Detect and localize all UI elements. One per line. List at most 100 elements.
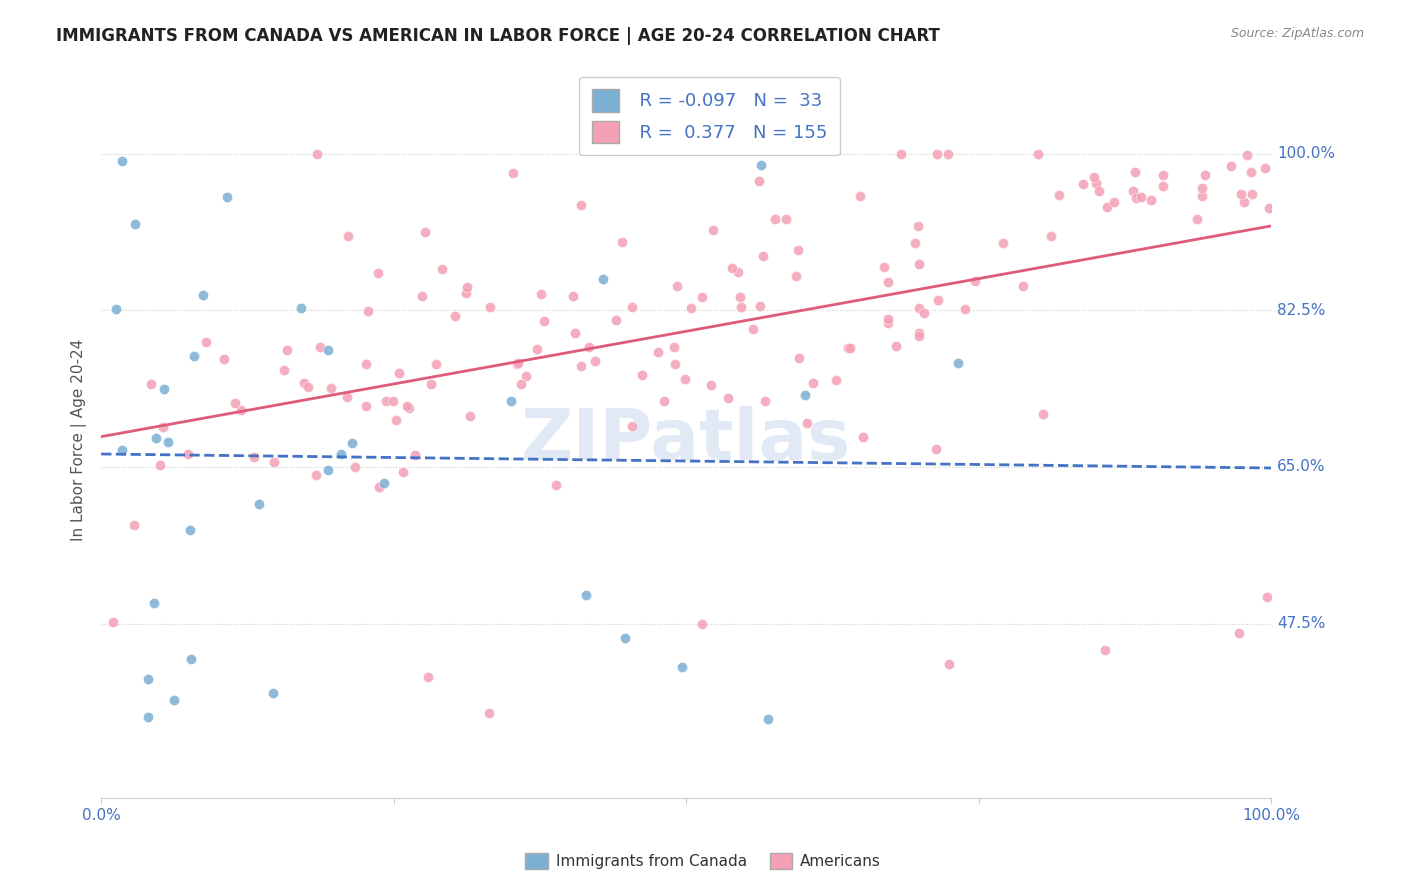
Point bbox=[789, 351, 811, 365]
Point bbox=[652, 393, 675, 408]
Point bbox=[1191, 180, 1213, 194]
Point bbox=[837, 341, 859, 355]
Point bbox=[502, 166, 524, 180]
Text: 65.0%: 65.0% bbox=[1277, 459, 1326, 475]
Point bbox=[610, 235, 633, 250]
Point bbox=[515, 369, 537, 384]
Point bbox=[742, 322, 765, 336]
Point bbox=[605, 313, 627, 327]
Point bbox=[508, 356, 530, 370]
Point bbox=[382, 393, 405, 408]
Point bbox=[1083, 169, 1105, 184]
Point bbox=[673, 372, 696, 386]
Point bbox=[927, 293, 949, 308]
Point bbox=[1122, 184, 1144, 198]
Point bbox=[1194, 168, 1216, 182]
Point bbox=[907, 326, 929, 340]
Legend: Immigrants from Canada, Americans: Immigrants from Canada, Americans bbox=[519, 847, 887, 875]
Point bbox=[620, 300, 643, 314]
Point bbox=[1233, 194, 1256, 209]
Point bbox=[938, 657, 960, 671]
Point bbox=[546, 477, 568, 491]
Point bbox=[231, 403, 253, 417]
Point bbox=[337, 229, 360, 244]
Text: ZIPatlas: ZIPatlas bbox=[522, 406, 851, 475]
Point bbox=[335, 391, 357, 405]
Point bbox=[839, 342, 862, 356]
Point bbox=[124, 218, 146, 232]
Point bbox=[411, 289, 433, 303]
Point bbox=[316, 463, 339, 477]
Point bbox=[852, 429, 875, 443]
Point bbox=[477, 706, 499, 720]
Point bbox=[1240, 165, 1263, 179]
Point bbox=[690, 616, 713, 631]
Point bbox=[1256, 591, 1278, 605]
Point bbox=[354, 357, 377, 371]
Point bbox=[243, 450, 266, 464]
Point bbox=[321, 382, 343, 396]
Point bbox=[430, 261, 453, 276]
Point bbox=[748, 299, 770, 313]
Point bbox=[149, 458, 172, 473]
Point bbox=[247, 497, 270, 511]
Point bbox=[152, 420, 174, 434]
Point bbox=[946, 356, 969, 370]
Point bbox=[1227, 626, 1250, 640]
Y-axis label: In Labor Force | Age 20-24: In Labor Force | Age 20-24 bbox=[72, 339, 87, 541]
Point bbox=[444, 309, 467, 323]
Point bbox=[297, 379, 319, 393]
Point bbox=[479, 301, 502, 315]
Point bbox=[1241, 187, 1264, 202]
Point bbox=[162, 693, 184, 707]
Point bbox=[717, 391, 740, 405]
Point bbox=[578, 340, 600, 354]
Point bbox=[305, 146, 328, 161]
Point bbox=[136, 710, 159, 724]
Legend:   R = -0.097   N =  33,   R =  0.377   N = 155: R = -0.097 N = 33, R = 0.377 N = 155 bbox=[579, 77, 839, 155]
Point bbox=[665, 278, 688, 293]
Point bbox=[681, 301, 703, 315]
Text: Source: ZipAtlas.com: Source: ZipAtlas.com bbox=[1230, 27, 1364, 40]
Point bbox=[621, 419, 644, 434]
Point bbox=[420, 377, 443, 392]
Point bbox=[224, 396, 246, 410]
Point bbox=[904, 235, 927, 250]
Point bbox=[368, 480, 391, 494]
Point bbox=[1102, 195, 1125, 210]
Point bbox=[177, 447, 200, 461]
Point bbox=[510, 376, 533, 391]
Point bbox=[1191, 189, 1213, 203]
Point bbox=[395, 399, 418, 413]
Point bbox=[398, 401, 420, 415]
Point bbox=[765, 212, 787, 227]
Point bbox=[796, 417, 818, 431]
Point bbox=[183, 349, 205, 363]
Point bbox=[963, 275, 986, 289]
Point bbox=[907, 219, 929, 233]
Text: 82.5%: 82.5% bbox=[1277, 303, 1326, 318]
Point bbox=[193, 287, 215, 301]
Point bbox=[1011, 279, 1033, 293]
Point bbox=[801, 376, 824, 391]
Point bbox=[786, 243, 808, 257]
Point bbox=[290, 301, 312, 316]
Point bbox=[730, 300, 752, 314]
Point bbox=[1257, 201, 1279, 215]
Point bbox=[700, 378, 723, 392]
Point bbox=[873, 260, 896, 274]
Point bbox=[530, 286, 553, 301]
Point bbox=[1071, 178, 1094, 192]
Point bbox=[571, 198, 593, 212]
Point bbox=[292, 376, 315, 390]
Point bbox=[356, 399, 378, 413]
Point bbox=[1230, 187, 1253, 202]
Point bbox=[876, 275, 898, 289]
Point bbox=[152, 383, 174, 397]
Point bbox=[375, 394, 398, 409]
Point bbox=[1094, 643, 1116, 657]
Point bbox=[195, 335, 218, 350]
Point bbox=[425, 357, 447, 371]
Point bbox=[1125, 165, 1147, 179]
Point bbox=[664, 357, 686, 371]
